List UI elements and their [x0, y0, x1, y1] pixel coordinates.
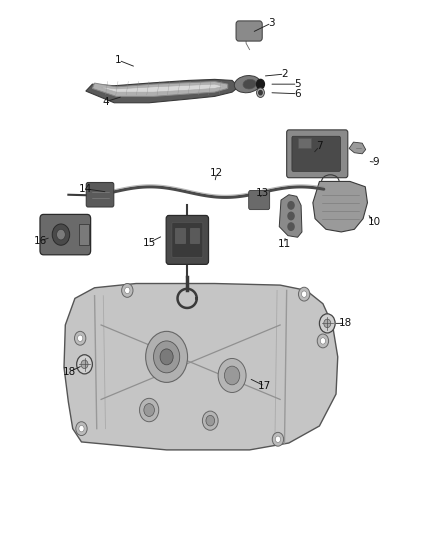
- Polygon shape: [99, 84, 223, 92]
- Circle shape: [81, 360, 88, 368]
- Circle shape: [288, 201, 294, 209]
- Circle shape: [206, 415, 215, 426]
- FancyBboxPatch shape: [292, 136, 340, 171]
- Circle shape: [276, 436, 281, 442]
- Circle shape: [57, 229, 65, 240]
- Text: 17: 17: [258, 381, 272, 391]
- Bar: [190, 228, 199, 243]
- Circle shape: [319, 314, 335, 333]
- Circle shape: [76, 422, 87, 435]
- Polygon shape: [86, 79, 239, 103]
- Circle shape: [125, 287, 130, 294]
- Circle shape: [140, 398, 159, 422]
- Text: 1: 1: [115, 55, 122, 65]
- FancyBboxPatch shape: [86, 182, 114, 207]
- Polygon shape: [279, 195, 302, 237]
- Circle shape: [298, 287, 310, 301]
- Circle shape: [272, 432, 284, 446]
- Circle shape: [122, 284, 133, 297]
- Circle shape: [320, 338, 325, 344]
- Text: 10: 10: [367, 217, 381, 228]
- Text: 3: 3: [268, 18, 275, 28]
- FancyBboxPatch shape: [40, 214, 91, 255]
- Text: 18: 18: [339, 318, 352, 328]
- Bar: [297, 138, 311, 149]
- Circle shape: [224, 366, 240, 385]
- Text: 2: 2: [281, 69, 288, 79]
- Circle shape: [202, 411, 218, 430]
- FancyBboxPatch shape: [172, 222, 203, 257]
- Ellipse shape: [234, 76, 261, 93]
- Circle shape: [77, 355, 92, 374]
- Polygon shape: [92, 82, 228, 96]
- Text: 12: 12: [210, 168, 223, 178]
- Circle shape: [288, 223, 294, 230]
- Polygon shape: [313, 181, 367, 232]
- Ellipse shape: [243, 79, 256, 89]
- Circle shape: [52, 224, 70, 245]
- Circle shape: [153, 341, 180, 373]
- Circle shape: [317, 334, 328, 348]
- Circle shape: [301, 291, 307, 297]
- FancyBboxPatch shape: [287, 130, 348, 177]
- Text: 5: 5: [294, 79, 301, 89]
- Circle shape: [218, 359, 246, 392]
- Text: 6: 6: [294, 88, 301, 99]
- Text: 11: 11: [278, 239, 291, 248]
- Circle shape: [144, 403, 155, 416]
- Circle shape: [257, 88, 265, 98]
- Text: 7: 7: [316, 141, 323, 151]
- Text: 15: 15: [142, 238, 156, 247]
- FancyBboxPatch shape: [249, 190, 270, 209]
- Circle shape: [146, 332, 187, 382]
- Text: 4: 4: [102, 96, 109, 107]
- Polygon shape: [349, 142, 366, 154]
- Text: 13: 13: [256, 188, 269, 198]
- Text: 9: 9: [373, 157, 379, 167]
- Circle shape: [324, 319, 331, 328]
- Circle shape: [74, 332, 86, 345]
- Text: 18: 18: [63, 367, 76, 377]
- Text: 16: 16: [33, 236, 46, 246]
- Circle shape: [288, 212, 294, 220]
- Circle shape: [259, 91, 262, 95]
- Text: 14: 14: [79, 184, 92, 194]
- Circle shape: [79, 425, 84, 432]
- Circle shape: [257, 79, 265, 89]
- Polygon shape: [64, 284, 338, 450]
- FancyBboxPatch shape: [166, 215, 208, 264]
- Bar: [79, 224, 89, 245]
- Circle shape: [78, 335, 83, 342]
- FancyBboxPatch shape: [236, 21, 262, 41]
- Bar: [175, 228, 185, 243]
- Circle shape: [160, 349, 173, 365]
